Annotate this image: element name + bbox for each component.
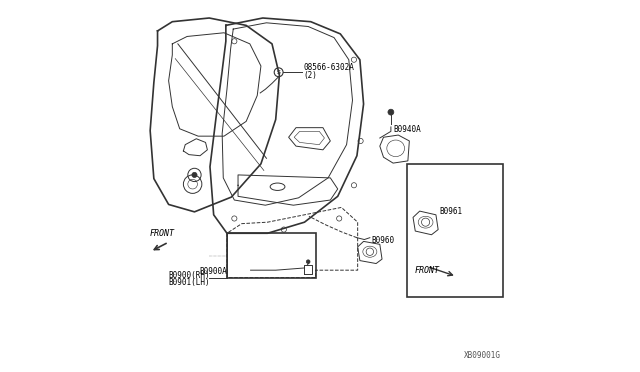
Text: B0940A: B0940A	[394, 125, 422, 134]
Text: FRONT: FRONT	[150, 230, 175, 238]
Text: B0900(RH): B0900(RH)	[168, 271, 211, 280]
Text: S: S	[276, 70, 281, 75]
Text: B0960: B0960	[371, 236, 394, 245]
Text: FRONT: FRONT	[414, 266, 439, 275]
Text: 08566-6302A: 08566-6302A	[303, 63, 354, 72]
Text: (2): (2)	[303, 71, 317, 80]
Text: B0900A: B0900A	[199, 267, 227, 276]
Bar	[407, 164, 503, 297]
Circle shape	[388, 109, 394, 115]
Bar	[227, 233, 316, 278]
Circle shape	[307, 260, 310, 263]
Circle shape	[192, 172, 197, 177]
Text: XB09001G: XB09001G	[464, 351, 501, 360]
Text: B0961: B0961	[439, 206, 462, 216]
Text: B0901(LH): B0901(LH)	[168, 278, 211, 287]
